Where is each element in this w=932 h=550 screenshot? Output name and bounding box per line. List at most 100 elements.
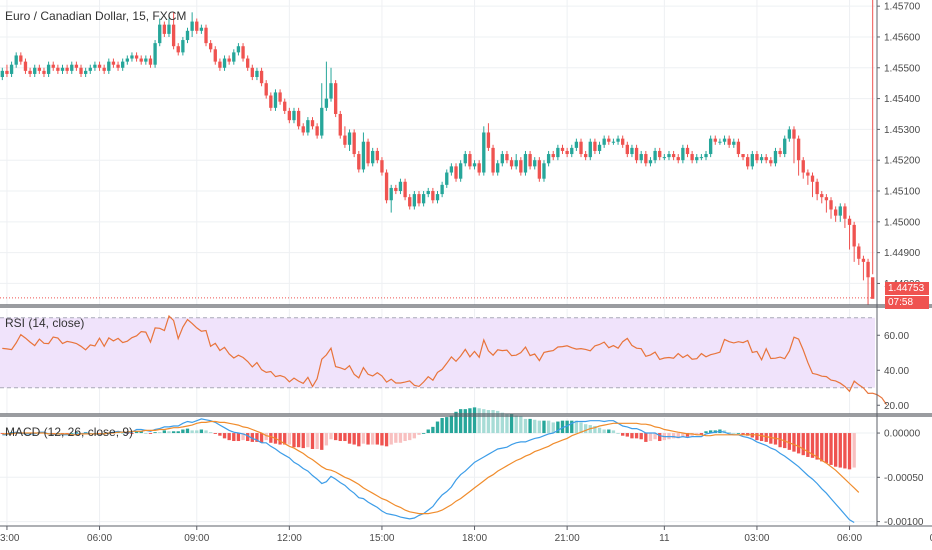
candle-body[interactable] <box>246 58 250 68</box>
time-axis-label[interactable]: 09:00 <box>184 533 209 544</box>
candle-body[interactable] <box>704 154 708 158</box>
candle-body[interactable] <box>546 154 551 164</box>
candle-body[interactable] <box>445 172 449 185</box>
candle-body[interactable] <box>847 218 852 225</box>
candle-body[interactable] <box>796 138 801 161</box>
candle-body[interactable] <box>741 154 745 158</box>
candle-body[interactable] <box>357 154 361 170</box>
candle-body[interactable] <box>93 64 97 68</box>
candle-body[interactable] <box>162 24 167 34</box>
candle-body[interactable] <box>746 157 750 167</box>
candle-body[interactable] <box>491 147 495 173</box>
candle-body[interactable] <box>412 194 417 207</box>
candle-body[interactable] <box>375 150 379 161</box>
candle-body[interactable] <box>158 24 162 44</box>
candle-body[interactable] <box>713 138 717 142</box>
candle-body[interactable] <box>662 157 667 159</box>
candle-body[interactable] <box>593 141 597 151</box>
candle-body[interactable] <box>23 61 28 71</box>
candle-body[interactable] <box>574 141 579 148</box>
time-axis-label[interactable]: 15:00 <box>369 533 394 544</box>
candle-body[interactable] <box>514 160 518 167</box>
candle-body[interactable] <box>269 95 273 108</box>
candle-body[interactable] <box>417 194 421 204</box>
candle-body[interactable] <box>153 43 157 65</box>
candle-body[interactable] <box>681 147 685 161</box>
candle-body[interactable] <box>176 46 180 53</box>
candle-body[interactable] <box>190 21 194 31</box>
candle-body[interactable] <box>421 194 426 204</box>
candle-body[interactable] <box>139 58 143 62</box>
candle-body[interactable] <box>315 126 319 136</box>
candle-body[interactable] <box>857 246 861 259</box>
candle-body[interactable] <box>759 157 764 161</box>
candle-body[interactable] <box>556 147 560 158</box>
candle-body[interactable] <box>185 30 190 41</box>
candle-body[interactable] <box>333 83 338 114</box>
candle-body[interactable] <box>477 163 481 173</box>
candle-body[interactable] <box>440 184 444 195</box>
candle-body[interactable] <box>380 160 384 173</box>
candle-body[interactable] <box>551 154 555 158</box>
candle-body[interactable] <box>51 64 55 68</box>
candle-body[interactable] <box>352 132 356 155</box>
candle-body[interactable] <box>833 209 838 216</box>
candle-body[interactable] <box>60 67 65 71</box>
candle-body[interactable] <box>250 67 254 78</box>
candle-body[interactable] <box>222 58 227 68</box>
candle-body[interactable] <box>435 194 440 201</box>
candle-body[interactable] <box>602 138 606 145</box>
candle-body[interactable] <box>88 67 92 71</box>
candle-body[interactable] <box>398 181 403 192</box>
time-axis-label[interactable]: 18:00 <box>462 533 487 544</box>
candle-body[interactable] <box>278 92 282 102</box>
candle-body[interactable] <box>824 197 829 201</box>
candle-body[interactable] <box>472 163 477 167</box>
candle-body[interactable] <box>852 224 856 247</box>
candle-body[interactable] <box>458 163 463 179</box>
candle-body[interactable] <box>306 120 310 133</box>
candle-body[interactable] <box>42 70 46 74</box>
candle-body[interactable] <box>496 163 500 173</box>
candle-body[interactable] <box>366 141 370 164</box>
candle-body[interactable] <box>320 107 324 136</box>
candle-body[interactable] <box>695 157 699 161</box>
candle-body[interactable] <box>810 175 815 182</box>
time-axis-label[interactable]: 09:00 <box>930 533 932 544</box>
candle-body[interactable] <box>727 138 731 145</box>
candle-body[interactable] <box>56 67 60 71</box>
candle-body[interactable] <box>616 138 620 142</box>
candle-body[interactable] <box>750 154 754 167</box>
candle-body[interactable] <box>505 154 509 161</box>
candle-body[interactable] <box>519 160 523 173</box>
candle-body[interactable] <box>509 160 514 167</box>
candle-body[interactable] <box>14 55 18 65</box>
time-axis-label[interactable]: 03:00 <box>744 533 769 544</box>
candle-body[interactable] <box>454 166 458 179</box>
candle-body[interactable] <box>97 64 102 68</box>
candle-body[interactable] <box>167 24 171 34</box>
candle-body[interactable] <box>625 144 629 155</box>
candle-body[interactable] <box>301 126 305 133</box>
candle-body[interactable] <box>208 43 213 50</box>
candle-body[interactable] <box>611 141 616 143</box>
candle-body[interactable] <box>241 46 245 59</box>
candle-body[interactable] <box>134 55 139 59</box>
candle-body[interactable] <box>83 70 88 74</box>
candle-body[interactable] <box>667 154 671 158</box>
candle-body[interactable] <box>130 55 134 59</box>
candle-body[interactable] <box>65 67 69 71</box>
candle-body[interactable] <box>287 110 292 121</box>
candle-body[interactable] <box>227 58 231 62</box>
candle-body[interactable] <box>722 138 727 142</box>
candle-body[interactable] <box>449 166 454 173</box>
x-axis-labels[interactable]: 03:00 06:00 09:00 12:00 15:00 18:00 21:00 11 03:… <box>0 526 932 544</box>
candle-body[interactable] <box>171 24 176 47</box>
candle-body[interactable] <box>537 160 542 179</box>
candle-body[interactable] <box>560 147 565 151</box>
candle-body[interactable] <box>533 160 537 167</box>
candle-body[interactable] <box>343 135 347 145</box>
candle-body[interactable] <box>597 144 602 151</box>
candle-body[interactable] <box>46 64 51 74</box>
price-candles[interactable] <box>0 0 875 305</box>
